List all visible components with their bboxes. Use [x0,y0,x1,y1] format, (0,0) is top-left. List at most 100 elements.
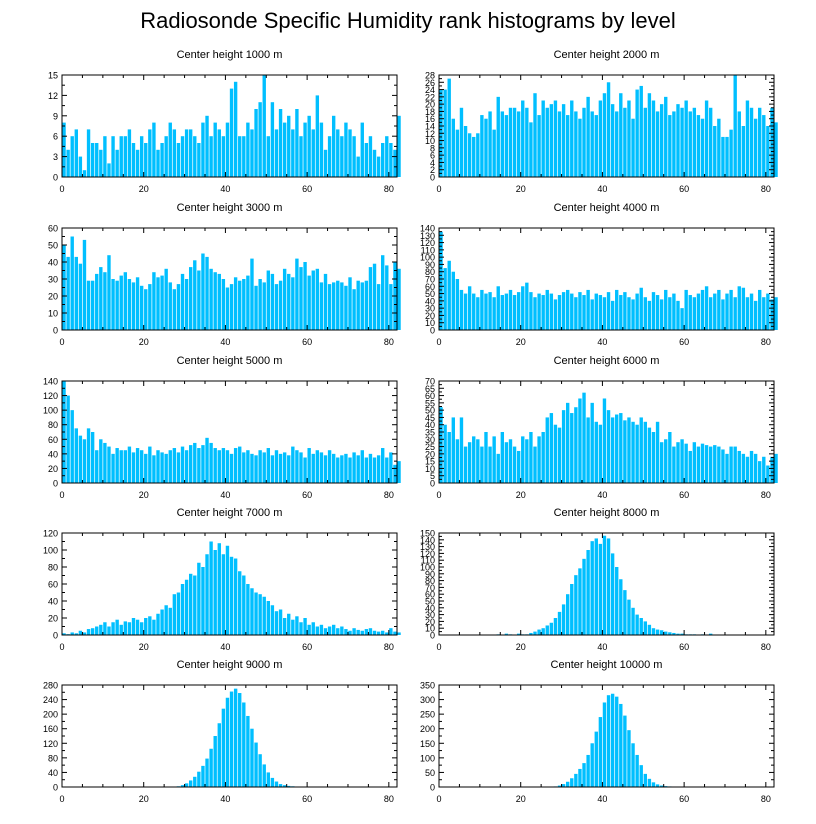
bar [500,295,505,330]
bar [282,618,287,635]
bar [565,115,570,177]
bar [319,282,324,330]
bar [659,442,664,483]
bar [557,295,562,330]
x-tick-label: 0 [436,337,441,347]
y-tick-label: 3 [53,152,58,162]
bar [291,446,295,483]
bar [717,289,721,330]
bar [582,763,586,787]
bar [598,424,603,483]
bar [692,297,697,330]
bar [315,268,320,330]
y-tick-label: 130 [420,542,435,552]
bar [148,616,152,635]
bar [144,618,148,635]
bar [233,688,238,787]
bar [131,143,136,177]
bar [115,280,119,330]
y-tick-label: 60 [425,590,435,600]
bar [774,297,778,330]
bar [62,122,66,177]
bar [651,782,656,787]
bar [188,573,193,635]
bar [86,428,91,483]
y-tick-label: 60 [48,435,58,445]
y-tick-label: 0 [430,783,435,793]
bar [176,452,181,483]
bar [770,299,774,330]
bar [500,432,505,483]
bar [565,781,570,787]
bar [659,785,664,787]
bar [619,295,623,330]
bar [708,446,713,483]
bar [590,743,594,787]
panel-3: Center height 3000 m 0 10 20 30 40 50 60 0 20 40 60… [48,202,401,347]
bar [270,605,275,635]
bar [545,107,549,177]
bar [615,111,619,177]
bar [127,622,132,635]
bar [623,107,627,177]
bar [156,277,160,330]
bar [78,630,83,635]
bar [651,100,656,177]
bar [545,289,549,330]
y-tick-label: 45 [425,413,435,423]
bar [213,122,217,177]
bar [631,118,635,177]
x-tick-label: 40 [597,642,607,652]
bar [397,632,401,635]
bar [488,111,492,177]
bar [258,754,262,787]
bar [327,450,332,483]
bar [602,297,607,330]
bar [610,553,615,635]
bar [99,439,103,483]
bar [107,255,111,330]
bar [111,279,115,330]
x-tick-label: 80 [384,642,394,652]
bar [205,554,209,635]
bar [463,126,468,177]
bar [266,448,271,483]
bar [238,280,242,330]
bar [95,143,99,177]
bar [221,708,226,787]
y-tick-label: 65 [425,384,435,394]
bar [704,286,709,330]
bar [725,136,729,177]
figure-title: Radiosonde Specific Humidity rank histog… [140,8,676,33]
panel-9: Center height 9000 m04080120160200240280… [43,659,398,804]
bar [197,562,201,635]
bar [680,107,684,177]
bar [356,156,360,177]
bar [193,260,197,330]
bar [741,287,746,330]
bar [721,299,725,330]
y-tick-label: 60 [48,224,58,234]
y-tick-label: 8 [430,143,435,153]
bar [553,100,558,177]
bar [78,263,83,330]
bar [311,129,315,177]
bar [82,170,87,177]
panel-2: Center height 2000 m02468101214161820222… [425,49,778,194]
y-tick-label: 12 [425,129,435,139]
bar [217,129,221,177]
bar [295,616,299,635]
bar [549,622,554,635]
bar [557,611,562,635]
bar [197,270,201,330]
bar [733,297,737,330]
bar [287,455,291,483]
bar [197,771,201,787]
bar [160,275,164,330]
bar [360,122,364,177]
bar [389,452,393,483]
x-tick-label: 60 [679,490,689,500]
bar [651,432,656,483]
bar [217,273,221,330]
